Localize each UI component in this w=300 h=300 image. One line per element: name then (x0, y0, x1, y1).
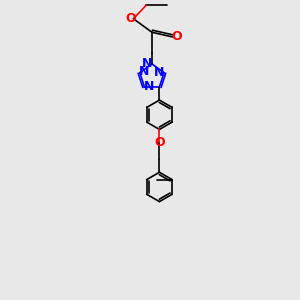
Text: N: N (139, 65, 150, 79)
Text: O: O (154, 136, 165, 149)
Text: N: N (144, 80, 154, 94)
Text: N: N (142, 57, 152, 70)
Text: O: O (126, 12, 136, 25)
Text: O: O (171, 30, 181, 44)
Text: N: N (154, 66, 165, 79)
